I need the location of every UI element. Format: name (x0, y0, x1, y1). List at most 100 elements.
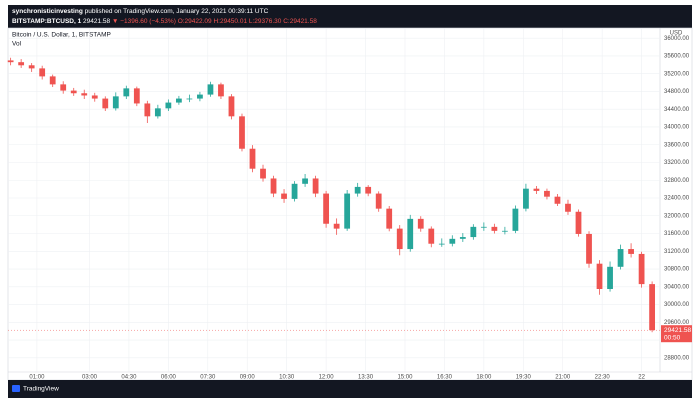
x-tick-label: 04:30 (121, 375, 137, 381)
y-tick-label: 31600.00 (664, 231, 690, 237)
y-tick-label: 32000.00 (664, 213, 690, 219)
candle-body (596, 263, 603, 289)
candle-body (133, 88, 140, 104)
candle-body (344, 193, 351, 229)
candle-body (638, 253, 645, 285)
x-tick-label: 06:00 (161, 375, 177, 381)
candle-body (165, 102, 172, 109)
candle-body (218, 84, 224, 97)
header-line: synchronisticinvesting published on Trad… (12, 8, 269, 15)
x-tick-label: 21:00 (555, 375, 571, 381)
y-tick-label: 32800.00 (664, 178, 690, 184)
candle-body (28, 65, 35, 69)
candle-body (470, 226, 477, 238)
logo-icon (12, 385, 20, 392)
symbol-line: BITSTAMP:BTCUSD, 1 29421.58 ▼ −1396.60 (… (12, 18, 317, 25)
candle-body (60, 84, 67, 91)
countdown: 00:50 (664, 334, 681, 341)
candle-body (102, 98, 109, 109)
publisher: synchronisticinvesting (12, 8, 83, 15)
candle-body (175, 98, 182, 103)
y-tick-label: 30000.00 (664, 302, 690, 308)
y-tick-label: 28800.00 (664, 355, 690, 361)
candle-body (291, 183, 298, 199)
x-tick-label: 18:00 (476, 375, 492, 381)
published: published on TradingView.com, January 22… (85, 8, 269, 15)
candle-body (70, 90, 77, 94)
candle-body (312, 178, 319, 194)
x-tick-label: 19:30 (516, 375, 532, 381)
y-tick-label: 30400.00 (664, 284, 690, 290)
y-tick-label: 29600.00 (664, 320, 690, 326)
candle-body (533, 188, 540, 191)
x-tick-label: 13:30 (358, 375, 374, 381)
candle-body (491, 226, 498, 231)
candle-body (91, 95, 98, 99)
candle-body (459, 237, 466, 239)
candle-body (281, 193, 287, 199)
y-tick-label: 32400.00 (664, 196, 690, 202)
x-tick-label: 12:00 (319, 375, 335, 381)
candle-body (501, 230, 508, 232)
candle-body (186, 98, 193, 100)
change: ▼ −1396.60 (−4.53%) (112, 18, 176, 25)
candle-body (260, 168, 266, 179)
candle-body (197, 94, 203, 99)
x-tick-label: 03:00 (82, 375, 98, 381)
candle-body (607, 266, 613, 289)
candle-body (575, 211, 582, 234)
x-tick-label: 22 (638, 375, 645, 381)
candle-body (649, 284, 656, 331)
price-label: 29421.58 (664, 327, 691, 334)
y-tick-label: 33600.00 (664, 142, 690, 148)
y-tick-label: 34800.00 (664, 89, 690, 95)
ohlc: O:29422.09 H:29450.01 L:29376.30 C:29421… (178, 18, 318, 25)
candle-body (586, 233, 592, 264)
header-bar (8, 5, 692, 28)
x-tick-label: 09:00 (240, 375, 256, 381)
candle-body (207, 84, 214, 95)
candle-body (7, 60, 14, 63)
x-tick-label: 16:30 (437, 375, 453, 381)
candle-body (554, 196, 561, 204)
candle-body (480, 226, 487, 228)
candle-body (154, 108, 161, 117)
y-tick-label: 35600.00 (664, 54, 690, 60)
candle-body (49, 76, 56, 85)
y-tick-label: 31200.00 (664, 249, 690, 255)
chart-title: Bitcoin / U.S. Dollar, 1, BITSTAMP (12, 32, 111, 39)
x-tick-label: 15:00 (397, 375, 413, 381)
candle-body (438, 243, 445, 245)
candle-body (18, 62, 25, 66)
x-tick-label: 07:30 (200, 375, 216, 381)
candle-body (81, 93, 88, 96)
candle-body (354, 186, 361, 194)
brand: TradingView (23, 386, 59, 393)
candle-body (39, 68, 46, 77)
y-tick-label: 33200.00 (664, 160, 690, 166)
candle-body (428, 228, 435, 244)
candle-body (365, 186, 372, 194)
y-tick-label: 34000.00 (664, 125, 690, 131)
plot: 36000.00 35600.00 35200.00 34800.00 34400.00… (7, 28, 690, 381)
candle-body (628, 249, 634, 254)
x-tick-label: 01:00 (29, 375, 45, 381)
candle-body (565, 203, 571, 212)
candle-body (407, 218, 414, 250)
candle-body (544, 190, 550, 197)
symbol: BITSTAMP:BTCUSD, 1 (12, 18, 82, 25)
candle-body (512, 208, 519, 231)
volume-label: Vol (12, 41, 22, 48)
candle-body (617, 249, 624, 267)
candle-body (123, 88, 130, 97)
y-tick-label: 36000.00 (664, 36, 690, 42)
candle-body (144, 103, 151, 117)
candle-body (386, 208, 393, 229)
x-tick-label: 22:30 (595, 375, 611, 381)
candle-body (375, 193, 382, 209)
candle-body (523, 188, 529, 209)
candle-body (333, 223, 340, 229)
footer-bar (8, 380, 692, 398)
price-label-box (661, 325, 692, 343)
